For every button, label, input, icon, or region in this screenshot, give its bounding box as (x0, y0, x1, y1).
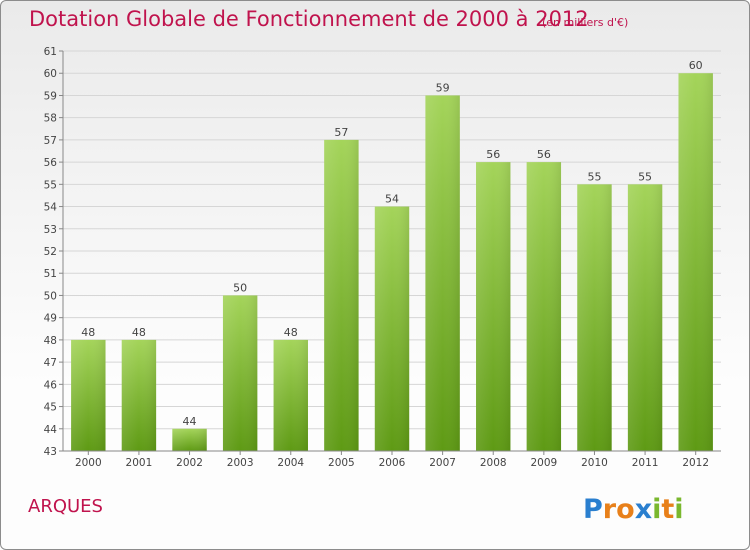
data-label: 55 (587, 170, 601, 183)
y-tick-label: 45 (44, 402, 57, 414)
logo-letter: o (616, 494, 635, 525)
bar-shade (526, 162, 562, 451)
logo-letter: i (674, 494, 683, 525)
bar-shade (324, 139, 359, 451)
y-tick-label: 61 (44, 46, 57, 58)
x-tick-label: 2002 (176, 457, 203, 469)
bar-shade (374, 206, 410, 451)
data-label: 44 (183, 415, 197, 428)
y-tick-label: 58 (44, 113, 57, 125)
logo-letter: x (635, 494, 652, 525)
y-tick-label: 47 (44, 357, 57, 369)
svg-text:Proxiti: Proxiti (583, 494, 684, 525)
data-label: 56 (537, 148, 551, 161)
data-label: 48 (284, 326, 298, 339)
y-tick-label: 52 (44, 246, 57, 258)
y-tick-label: 53 (44, 224, 57, 236)
bars: 48 48 44 50 48 57 54 59 56 56 55 55 60 (71, 59, 713, 452)
commune-name: ARQUES (28, 496, 103, 517)
y-tick-label: 43 (44, 446, 57, 458)
x-tick-label: 2005 (328, 457, 355, 469)
y-tick-label: 60 (44, 68, 57, 80)
x-tick-label: 2006 (379, 457, 406, 469)
x-tick-label: 2011 (632, 457, 659, 469)
chart-title: Dotation Globale de Fonctionnement de 20… (29, 7, 589, 31)
y-tick-label: 56 (44, 157, 58, 169)
data-label: 55 (638, 170, 652, 183)
y-tick-label: 50 (44, 290, 57, 302)
data-label: 60 (689, 59, 703, 72)
bar-shade (273, 339, 308, 451)
x-tick-label: 2007 (429, 457, 456, 469)
y-tick-label: 54 (44, 202, 58, 214)
bar-shade (627, 184, 663, 452)
logo-letter: r (603, 494, 617, 525)
data-label: 50 (233, 281, 247, 294)
bar-shade (172, 428, 207, 451)
x-tick-label: 2009 (530, 457, 557, 469)
data-label: 57 (334, 126, 348, 139)
bar-shade (121, 339, 157, 451)
bar-shade (222, 295, 258, 451)
y-tick-label: 46 (44, 379, 58, 391)
bar-shade (71, 339, 106, 451)
bar-shade (577, 184, 612, 452)
x-tick-label: 2000 (75, 457, 102, 469)
x-tick-label: 2012 (682, 457, 709, 469)
y-tick-label: 44 (44, 424, 58, 436)
axes: 43 44 45 46 47 48 49 50 51 52 53 54 55 56 57 58 59 60 61 20… (44, 46, 721, 469)
y-tick-label: 57 (44, 135, 57, 147)
data-label: 54 (385, 193, 399, 206)
bar-shade (476, 162, 511, 451)
data-label: 56 (486, 148, 500, 161)
x-tick-label: 2001 (126, 457, 153, 469)
data-label: 48 (132, 326, 146, 339)
logo-letter: P (583, 494, 603, 525)
data-label: 48 (81, 326, 95, 339)
x-tick-label: 2010 (581, 457, 608, 469)
data-label: 59 (436, 81, 450, 94)
proxiti-logo-graphic: Proxiti (583, 494, 684, 525)
x-tick-label: 2003 (227, 457, 254, 469)
y-tick-label: 59 (44, 90, 57, 102)
x-tick-label: 2004 (277, 457, 304, 469)
chart-subtitle: (en milliers d'€) (542, 16, 629, 29)
y-tick-label: 55 (44, 179, 57, 191)
y-tick-label: 49 (44, 313, 57, 325)
proxiti-logo[interactable]: Proxiti (581, 491, 691, 525)
logo-letter: t (661, 494, 674, 525)
bar-shade (678, 73, 713, 451)
y-tick-label: 48 (44, 335, 57, 347)
bar-shade (425, 95, 460, 451)
logo-letter: i (652, 494, 661, 525)
x-tick-label: 2008 (480, 457, 507, 469)
y-tick-label: 51 (44, 268, 57, 280)
